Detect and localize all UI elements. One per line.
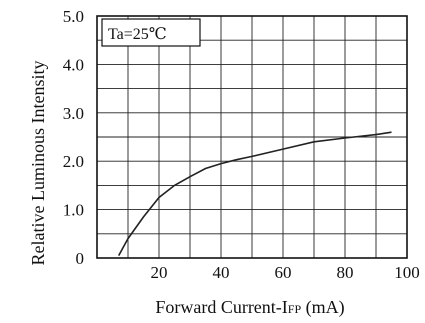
y-tick-label: 3.0 (63, 104, 84, 123)
x-axis-title: Forward Current-IFP (mA) (155, 297, 344, 318)
y-tick-label: 4.0 (63, 55, 84, 74)
plot-frame (96, 15, 408, 259)
x-tick-label: 80 (337, 263, 354, 282)
x-tick-label: 20 (151, 263, 168, 282)
temperature-annotation: Ta=25℃ (108, 26, 167, 43)
legend-frame (101, 18, 201, 47)
x-tick-labels: 20 40 60 80 100 (151, 263, 420, 282)
y-tick-label: 2.0 (63, 152, 84, 171)
x-axis-title-unit: (mA) (301, 297, 345, 318)
condition-legend: Ta=25℃ (101, 18, 201, 47)
y-tick-labels: 0 1.0 2.0 3.0 4.0 5.0 (63, 7, 84, 268)
y-axis-title: Relative Luminous Intensity (28, 61, 48, 266)
x-axis-title-subscript: FP (288, 302, 302, 316)
y-tick-label: 1.0 (63, 201, 84, 220)
x-tick-label: 60 (275, 263, 292, 282)
y-tick-label: 0 (76, 249, 85, 268)
series-line (117, 131, 392, 256)
x-axis-title-main: Forward Current-I (155, 297, 287, 317)
x-tick-label: 100 (394, 263, 420, 282)
x-tick-label: 40 (213, 263, 230, 282)
y-tick-label: 5.0 (63, 7, 84, 26)
